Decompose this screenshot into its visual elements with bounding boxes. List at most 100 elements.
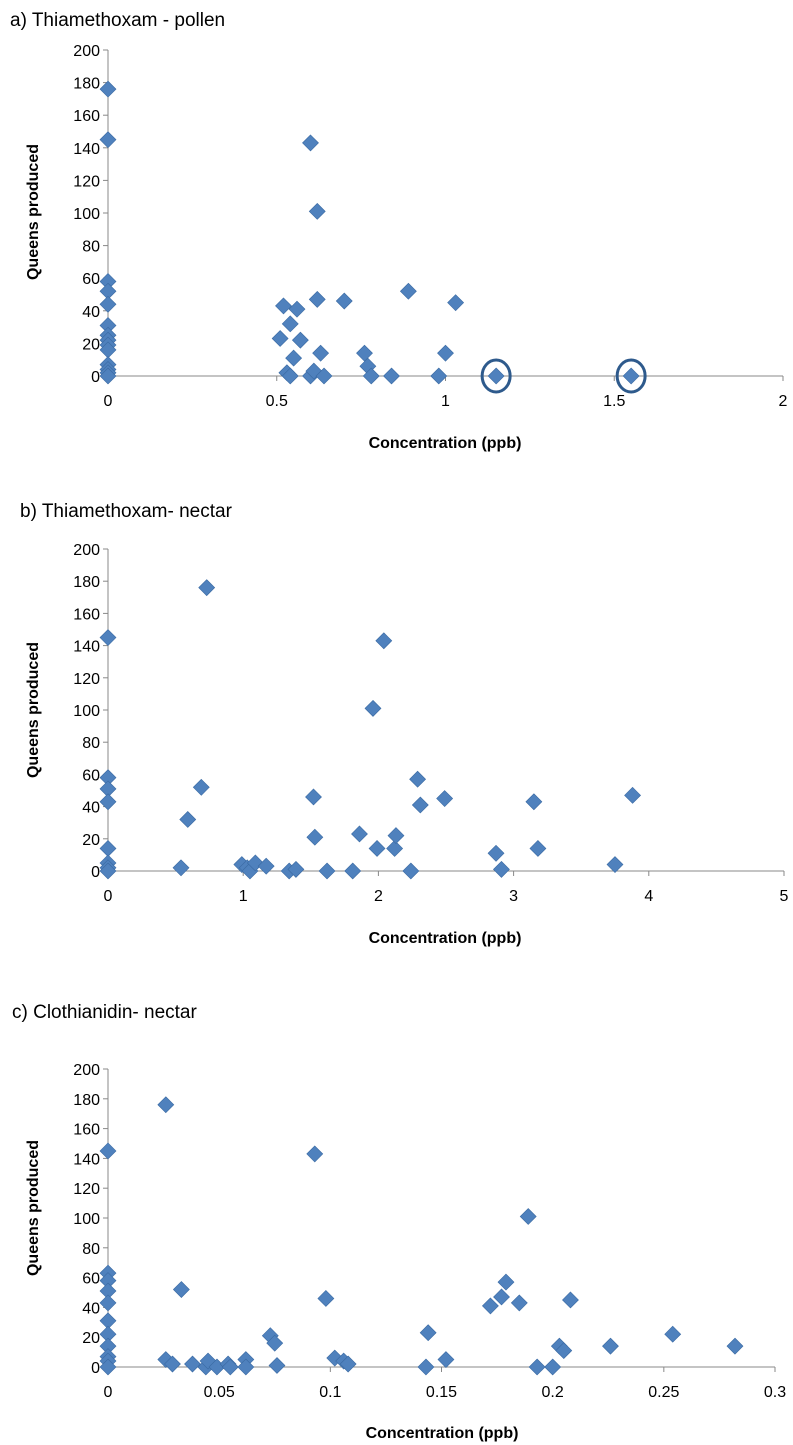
y-tick-label: 40 (82, 304, 100, 321)
data-point (399, 282, 417, 300)
data-point (622, 367, 640, 385)
data-point (271, 330, 289, 347)
data-point (664, 1325, 682, 1343)
y-tick-label: 20 (82, 1330, 100, 1347)
data-point (519, 1208, 537, 1225)
y-tick-label: 100 (73, 206, 100, 223)
data-point (497, 1273, 515, 1291)
y-tick-label: 140 (73, 639, 100, 656)
data-point (306, 1145, 324, 1163)
data-point (287, 860, 305, 878)
x-tick-label: 1 (239, 888, 248, 905)
data-point (437, 1351, 455, 1368)
x-tick-label: 4 (644, 888, 653, 905)
x-tick-label: 1 (441, 393, 450, 410)
x-tick-label: 0 (104, 1384, 113, 1401)
y-tick-label: 0 (91, 369, 100, 386)
x-tick-label: 2 (779, 393, 788, 410)
data-point (312, 344, 330, 362)
data-point (419, 1324, 437, 1342)
data-point (409, 770, 427, 788)
data-point (157, 1096, 175, 1114)
y-tick-label: 0 (91, 1360, 100, 1377)
x-tick-label: 0.1 (319, 1384, 341, 1401)
y-tick-label: 120 (73, 173, 100, 190)
y-tick-label: 120 (73, 1181, 100, 1198)
y-tick-label: 100 (73, 703, 100, 720)
data-point (281, 367, 299, 385)
y-tick-label: 100 (73, 1211, 100, 1228)
panel-a: a) Thiamethoxam - pollen 020406080100120… (10, 10, 788, 452)
data-point (386, 840, 404, 857)
x-axis-label: Concentration (ppb) (369, 435, 522, 452)
y-tick-label: 0 (91, 864, 100, 881)
data-point (318, 862, 336, 880)
data-point (383, 367, 400, 385)
data-point (356, 344, 373, 362)
data-point (606, 856, 624, 873)
data-point (99, 629, 117, 646)
data-point (544, 1358, 562, 1376)
data-point (275, 297, 292, 315)
data-point (317, 1290, 335, 1307)
data-point (306, 828, 324, 846)
x-tick-label: 0.25 (648, 1384, 679, 1401)
data-point (402, 862, 420, 880)
y-tick-label: 60 (82, 271, 100, 288)
data-point (602, 1337, 619, 1355)
data-point (315, 367, 333, 385)
data-point (288, 300, 306, 318)
data-point (528, 1358, 546, 1376)
data-point (198, 579, 216, 597)
data-point (308, 290, 326, 308)
data-point (99, 1294, 117, 1312)
data-point (447, 294, 465, 312)
x-tick-label: 0.2 (542, 1384, 564, 1401)
data-point (179, 811, 197, 828)
data-point (305, 788, 322, 806)
y-tick-label: 80 (82, 735, 100, 752)
data-point (99, 295, 117, 313)
data-point (437, 344, 454, 362)
y-tick-label: 200 (73, 542, 100, 559)
data-point (430, 367, 448, 385)
x-tick-label: 3 (509, 888, 518, 905)
y-tick-label: 160 (73, 606, 100, 623)
data-point (493, 860, 510, 878)
data-point (510, 1294, 528, 1312)
data-point (339, 1355, 357, 1373)
data-point (99, 862, 117, 880)
data-point (99, 131, 117, 149)
data-point (164, 1355, 181, 1373)
y-tick-label: 140 (73, 141, 100, 158)
data-point (172, 859, 190, 877)
x-tick-label: 0 (104, 393, 113, 410)
panel-c: c) Clothianidin- nectar 0 20 40 60 80 100 120 1… (12, 1002, 786, 1442)
data-point (417, 1358, 435, 1376)
data-point (726, 1337, 744, 1355)
data-point (364, 699, 382, 717)
data-point (362, 367, 380, 385)
x-tick-label: 0.15 (426, 1384, 457, 1401)
y-tick-label: 40 (82, 800, 100, 817)
data-point (268, 1357, 286, 1374)
data-point (387, 827, 405, 845)
y-tick-label: 60 (82, 767, 100, 784)
data-point (221, 1358, 239, 1376)
y-tick-label: 60 (82, 1271, 100, 1288)
data-point (487, 367, 505, 385)
data-point (257, 857, 275, 875)
data-point (335, 292, 353, 310)
y-tick-label: 20 (82, 832, 100, 849)
y-tick-label: 180 (73, 574, 100, 591)
x-tick-label: 0.5 (266, 393, 288, 410)
plot-area: 0 20 40 60 80 100 120 140 160 180 200 0 1 2 3 4 5 (73, 542, 788, 905)
y-tick-label: 140 (73, 1151, 100, 1168)
data-point (172, 1281, 190, 1298)
y-tick-label: 20 (82, 336, 100, 353)
plot-area: 0 20 40 60 80 100 120 140 160 180 200 0 0.05 0.1 0.15 0… (73, 1062, 786, 1401)
y-tick-label: 80 (82, 1241, 100, 1258)
data-point (487, 844, 505, 862)
y-tick-label: 180 (73, 1092, 100, 1109)
